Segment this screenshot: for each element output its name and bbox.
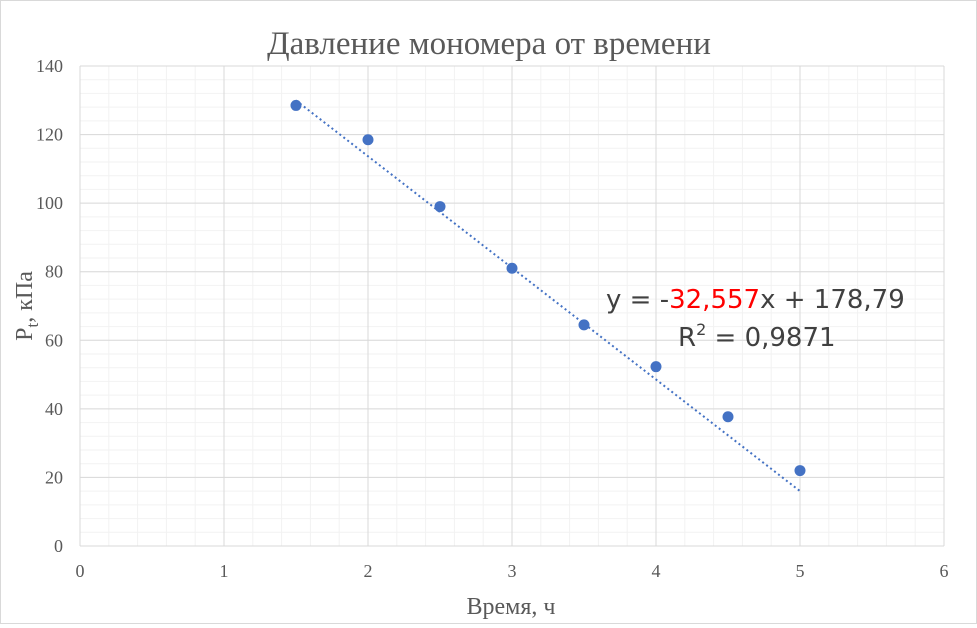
x-tick-label: 5 (796, 561, 805, 581)
data-point (434, 201, 446, 213)
y-axis-title-unit: , кПа (12, 271, 38, 323)
r-squared-label: R2 = 0,9871 (678, 320, 836, 353)
y-tick-label: 60 (45, 330, 63, 350)
x-tick-label: 3 (508, 561, 517, 581)
data-point (650, 361, 662, 373)
x-tick-label: 0 (76, 561, 85, 581)
y-tick-label: 80 (45, 262, 63, 282)
trendline-equation: y = -32,557x + 178,79 (606, 285, 905, 315)
y-tick-label: 40 (45, 399, 63, 419)
data-point (362, 134, 374, 146)
r2-exponent: 2 (696, 320, 706, 339)
y-axis-title-main: P (12, 328, 38, 341)
y-tick-labels: 0 20 40 60 80 100 120 140 (36, 56, 63, 556)
y-tick-label: 100 (36, 193, 63, 213)
y-axis-title: Pt, кПа (12, 271, 42, 341)
equation-prefix: y = - (606, 285, 669, 315)
data-point (578, 319, 590, 331)
data-points (290, 99, 806, 477)
data-point (290, 99, 302, 111)
y-tick-label: 0 (54, 536, 63, 556)
x-tick-label: 6 (940, 561, 949, 581)
chart-title: Давление мономера от времени (267, 26, 711, 62)
y-tick-label: 20 (45, 467, 63, 487)
x-tick-label: 1 (220, 561, 229, 581)
data-point (794, 465, 806, 477)
trendline (295, 99, 801, 492)
r2-label: R (678, 323, 696, 353)
r2-value: = 0,9871 (706, 323, 835, 353)
data-point (506, 262, 518, 274)
x-axis-title: Время, ч (467, 594, 556, 620)
equation-slope: 32,557 (669, 285, 760, 315)
data-point (722, 411, 734, 423)
y-axis-title-subscript: t (23, 323, 42, 328)
y-tick-label: 140 (36, 56, 63, 76)
x-tick-labels: 0 1 2 3 4 5 6 (76, 561, 949, 581)
x-tick-label: 4 (652, 561, 661, 581)
equation-suffix: x + 178,79 (760, 285, 905, 315)
trendline-group (295, 99, 801, 492)
x-tick-label: 2 (364, 561, 373, 581)
y-tick-label: 120 (36, 125, 63, 145)
